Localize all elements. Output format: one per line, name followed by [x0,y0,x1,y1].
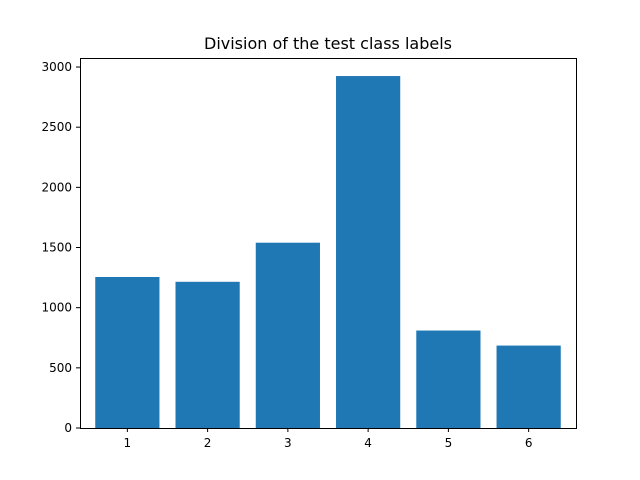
chart-title: Division of the test class labels [204,34,452,53]
bar-4 [336,76,401,429]
bar-5 [416,330,481,428]
x-tick-label: 3 [284,436,292,450]
y-axis: 0 500 1000 1500 2000 2500 3000 [41,60,81,435]
bar-1 [95,276,160,428]
bar-2 [175,281,240,428]
y-tick-label: 1000 [41,301,72,315]
bars-group [95,76,561,429]
plot-frame [80,58,577,429]
x-tick-label: 6 [525,436,533,450]
y-tick-label: 3000 [41,60,72,74]
bar-6 [496,345,561,428]
y-tick-label: 1500 [41,241,72,255]
x-axis: 1 2 3 4 5 6 [124,428,533,450]
y-tick-label: 2000 [41,180,72,194]
bar-3 [255,242,320,428]
x-tick-label: 2 [204,436,212,450]
y-tick-label: 2500 [41,120,72,134]
x-tick-label: 1 [124,436,132,450]
x-tick-label: 4 [364,436,372,450]
x-tick-label: 5 [445,436,453,450]
y-tick-label: 500 [49,361,72,375]
y-tick-label: 0 [64,421,72,435]
